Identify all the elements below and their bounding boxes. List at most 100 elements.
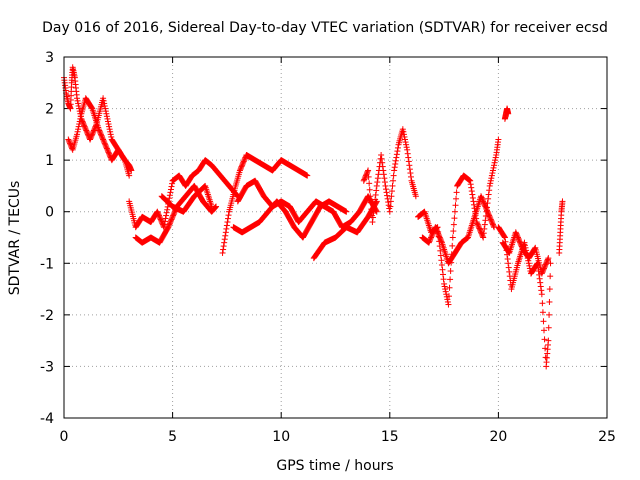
data-point xyxy=(88,104,95,111)
data-point xyxy=(89,131,96,138)
data-point xyxy=(515,235,522,242)
data-point xyxy=(380,167,387,174)
data-point xyxy=(480,234,487,241)
data-point xyxy=(501,233,508,240)
data-point xyxy=(541,327,548,334)
data-point xyxy=(489,221,496,228)
data-point xyxy=(406,166,413,173)
data-point xyxy=(480,198,487,205)
data-point xyxy=(170,211,177,218)
data-point xyxy=(106,126,113,133)
data-point xyxy=(488,172,495,179)
data-point xyxy=(526,262,533,269)
data-point xyxy=(543,260,550,267)
data-point xyxy=(239,162,246,169)
data-point xyxy=(121,156,128,163)
data-point xyxy=(476,226,483,233)
data-point xyxy=(384,195,391,202)
data-point xyxy=(505,110,512,117)
data-point xyxy=(482,217,489,224)
data-point xyxy=(541,265,548,272)
data-point xyxy=(90,128,97,135)
data-point xyxy=(98,132,105,139)
data-point xyxy=(512,229,519,236)
data-point xyxy=(374,175,381,182)
data-point xyxy=(489,170,496,177)
data-point xyxy=(487,215,494,222)
data-point xyxy=(164,206,171,213)
data-point xyxy=(470,198,477,205)
data-point xyxy=(441,283,448,290)
data-point xyxy=(212,204,219,211)
data-point xyxy=(386,208,393,215)
data-point xyxy=(388,193,395,200)
data-point xyxy=(89,130,96,137)
data-point xyxy=(103,113,110,120)
data-point xyxy=(366,186,373,193)
data-point xyxy=(101,102,108,109)
data-point xyxy=(392,157,399,164)
data-point xyxy=(487,177,494,184)
data-point xyxy=(385,199,392,206)
data-point xyxy=(482,203,489,210)
data-point xyxy=(102,105,109,112)
y-tick-label: 1 xyxy=(45,153,54,169)
data-point xyxy=(468,184,475,191)
data-point xyxy=(545,255,552,262)
data-point xyxy=(221,239,228,246)
data-point xyxy=(479,197,486,204)
y-axis-label: SDTVAR / TECUs xyxy=(7,181,23,296)
data-point xyxy=(166,195,173,202)
data-point xyxy=(441,280,448,287)
data-point xyxy=(390,172,397,179)
data-point xyxy=(82,124,89,131)
data-point xyxy=(369,219,376,226)
data-point xyxy=(436,233,443,240)
data-point xyxy=(450,228,457,235)
data-point xyxy=(538,291,545,298)
data-point xyxy=(75,126,82,133)
data-point xyxy=(87,135,94,142)
data-point xyxy=(393,151,400,158)
data-point xyxy=(516,237,523,244)
data-point xyxy=(375,171,382,178)
data-point xyxy=(366,180,373,187)
data-point xyxy=(481,200,488,207)
data-point xyxy=(167,189,174,196)
data-point xyxy=(365,167,372,174)
data-point xyxy=(426,237,433,244)
data-point xyxy=(437,237,444,244)
data-point xyxy=(428,234,435,241)
data-point xyxy=(514,233,521,240)
data-point xyxy=(475,224,482,231)
data-point xyxy=(374,179,381,186)
data-point xyxy=(543,258,550,265)
data-point xyxy=(169,215,176,222)
data-point xyxy=(514,234,521,241)
data-point xyxy=(486,182,493,189)
data-point xyxy=(104,146,111,153)
data-point xyxy=(490,222,497,229)
plot-frame xyxy=(63,56,608,419)
data-point xyxy=(481,202,488,209)
data-point xyxy=(480,230,487,237)
data-point xyxy=(168,216,175,223)
data-point xyxy=(95,126,102,133)
data-point xyxy=(487,216,494,223)
data-point xyxy=(513,230,520,237)
data-point xyxy=(517,239,524,246)
data-point xyxy=(379,163,386,170)
data-point xyxy=(171,210,178,217)
data-point xyxy=(67,141,74,148)
data-point xyxy=(518,242,525,249)
y-tick-label: 2 xyxy=(45,102,54,118)
data-point xyxy=(453,195,460,202)
data-point xyxy=(547,273,554,280)
data-point xyxy=(506,268,513,275)
y-tick-label: -1 xyxy=(40,256,54,272)
data-point xyxy=(505,260,512,267)
data-point xyxy=(83,127,90,134)
data-point xyxy=(162,215,169,222)
data-point xyxy=(542,345,549,352)
